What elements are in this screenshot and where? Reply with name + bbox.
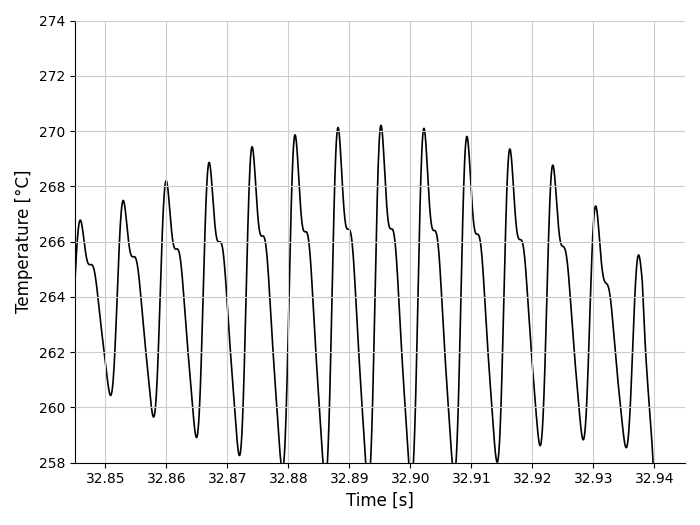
X-axis label: Time [s]: Time [s]: [346, 492, 414, 510]
Y-axis label: Temperature [°C]: Temperature [°C]: [15, 170, 33, 313]
